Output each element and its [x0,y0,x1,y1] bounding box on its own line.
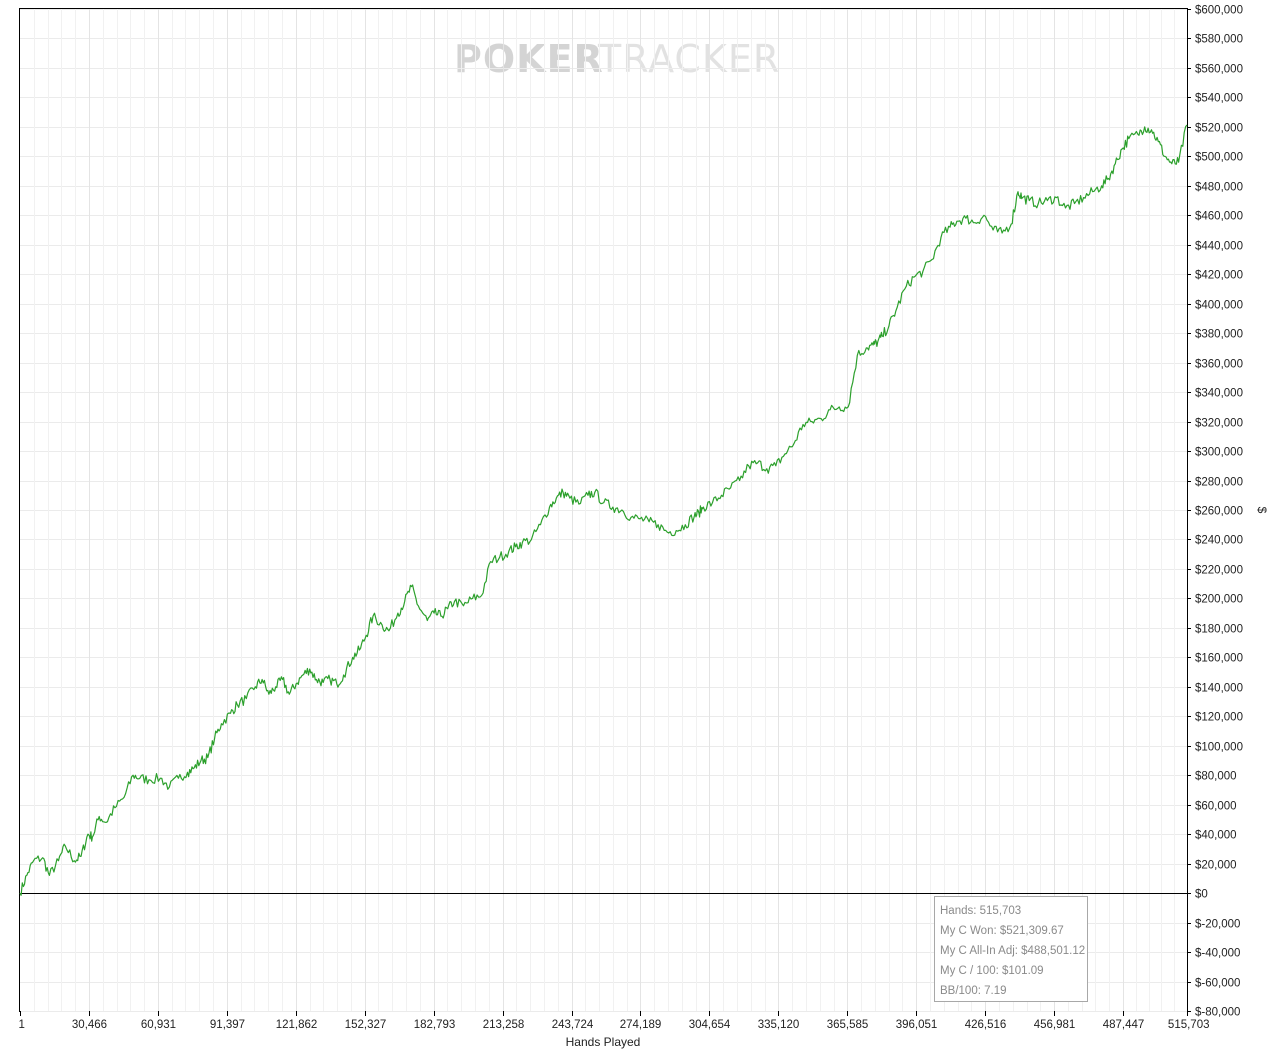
grid-lines [20,9,1187,1012]
y-tick-label: $140,000 [1195,683,1243,695]
x-tick-label: 121,862 [276,1019,318,1031]
y-tick-label: $-40,000 [1195,948,1240,960]
y-tick-label: $20,000 [1195,860,1237,872]
y-tick-label: $540,000 [1195,93,1243,105]
stat-allin-adj: My C All-In Adj: $488,501.12 [940,945,1086,957]
x-tick-label: 335,120 [758,1019,800,1031]
x-tick-label: 304,654 [689,1019,731,1031]
y-tick-label: $160,000 [1195,653,1243,665]
x-tick-label: 1 [19,1019,25,1031]
watermark-brand-bold: POKER [454,37,604,81]
x-tick-label: 152,327 [345,1019,387,1031]
y-tick-label: $-60,000 [1195,978,1240,990]
x-tick-label: 182,793 [414,1019,456,1031]
x-tick-label: 274,189 [620,1019,662,1031]
y-tick-label: $220,000 [1195,565,1243,577]
y-axis-title: $ [1255,507,1269,514]
y-tick-label: $420,000 [1195,270,1243,282]
y-tick-label: $0 [1195,889,1208,901]
x-tick-label: 515,703 [1168,1019,1210,1031]
y-tick-label: $380,000 [1195,329,1243,341]
stat-won: My C Won: $521,309.67 [940,925,1064,937]
watermark-brand-light: TRACKER [597,37,780,81]
x-tick-label: 60,931 [141,1019,176,1031]
y-tick-label: $280,000 [1195,477,1243,489]
y-tick-label: $440,000 [1195,241,1243,253]
x-tick-label: 30,466 [72,1019,107,1031]
y-tick-label: $180,000 [1195,624,1243,636]
y-tick-label: $200,000 [1195,594,1243,606]
x-tick-label: 365,585 [827,1019,869,1031]
y-tick-label: $240,000 [1195,535,1243,547]
stat-per-100: My C / 100: $101.09 [940,965,1044,977]
y-tick-label: $40,000 [1195,830,1237,842]
y-tick-label: $260,000 [1195,506,1243,518]
y-tick-label: $80,000 [1195,771,1237,783]
y-tick-label: $360,000 [1195,359,1243,371]
x-axis-title: Hands Played [566,1035,641,1049]
y-tick-label: $580,000 [1195,34,1243,46]
x-tick-label: 243,724 [552,1019,594,1031]
y-tick-label: $340,000 [1195,388,1243,400]
y-tick-label: $100,000 [1195,742,1243,754]
y-tick-label: $120,000 [1195,712,1243,724]
y-tick-label: $-80,000 [1195,1007,1240,1019]
y-tick-label: $460,000 [1195,211,1243,223]
x-tick-label: 91,397 [210,1019,245,1031]
series-line [19,124,1188,896]
y-axis-ticks: $600,000 $580,000 $560,000 $540,000 $520,000… [1187,5,1243,1019]
x-tick-label: 487,447 [1103,1019,1145,1031]
y-tick-label: $300,000 [1195,447,1243,459]
y-tick-label: $320,000 [1195,418,1243,430]
y-tick-label: $60,000 [1195,801,1237,813]
pokertracker-watermark: POKER TRACKER [454,37,780,81]
stats-legend-box: Hands: 515,703 My C Won: $521,309.67 My … [934,896,1088,1002]
stat-hands: Hands: 515,703 [940,905,1022,917]
x-tick-label: 396,051 [896,1019,938,1031]
x-axis-ticks: 1 30,466 60,931 91,397 121,862 152,327 182,793… [19,1011,1210,1031]
x-tick-label: 426,516 [965,1019,1007,1031]
stat-bb-per-100: BB/100: 7.19 [940,985,1007,997]
y-tick-label: $400,000 [1195,300,1243,312]
series-layer [19,124,1188,896]
y-tick-label: $560,000 [1195,64,1243,76]
y-tick-label: $480,000 [1195,182,1243,194]
y-tick-label: $500,000 [1195,152,1243,164]
y-tick-label: $520,000 [1195,123,1243,135]
y-tick-label: $-20,000 [1195,919,1240,931]
x-tick-label: 456,981 [1034,1019,1076,1031]
y-tick-label: $600,000 [1195,5,1243,17]
x-tick-label: 213,258 [483,1019,525,1031]
